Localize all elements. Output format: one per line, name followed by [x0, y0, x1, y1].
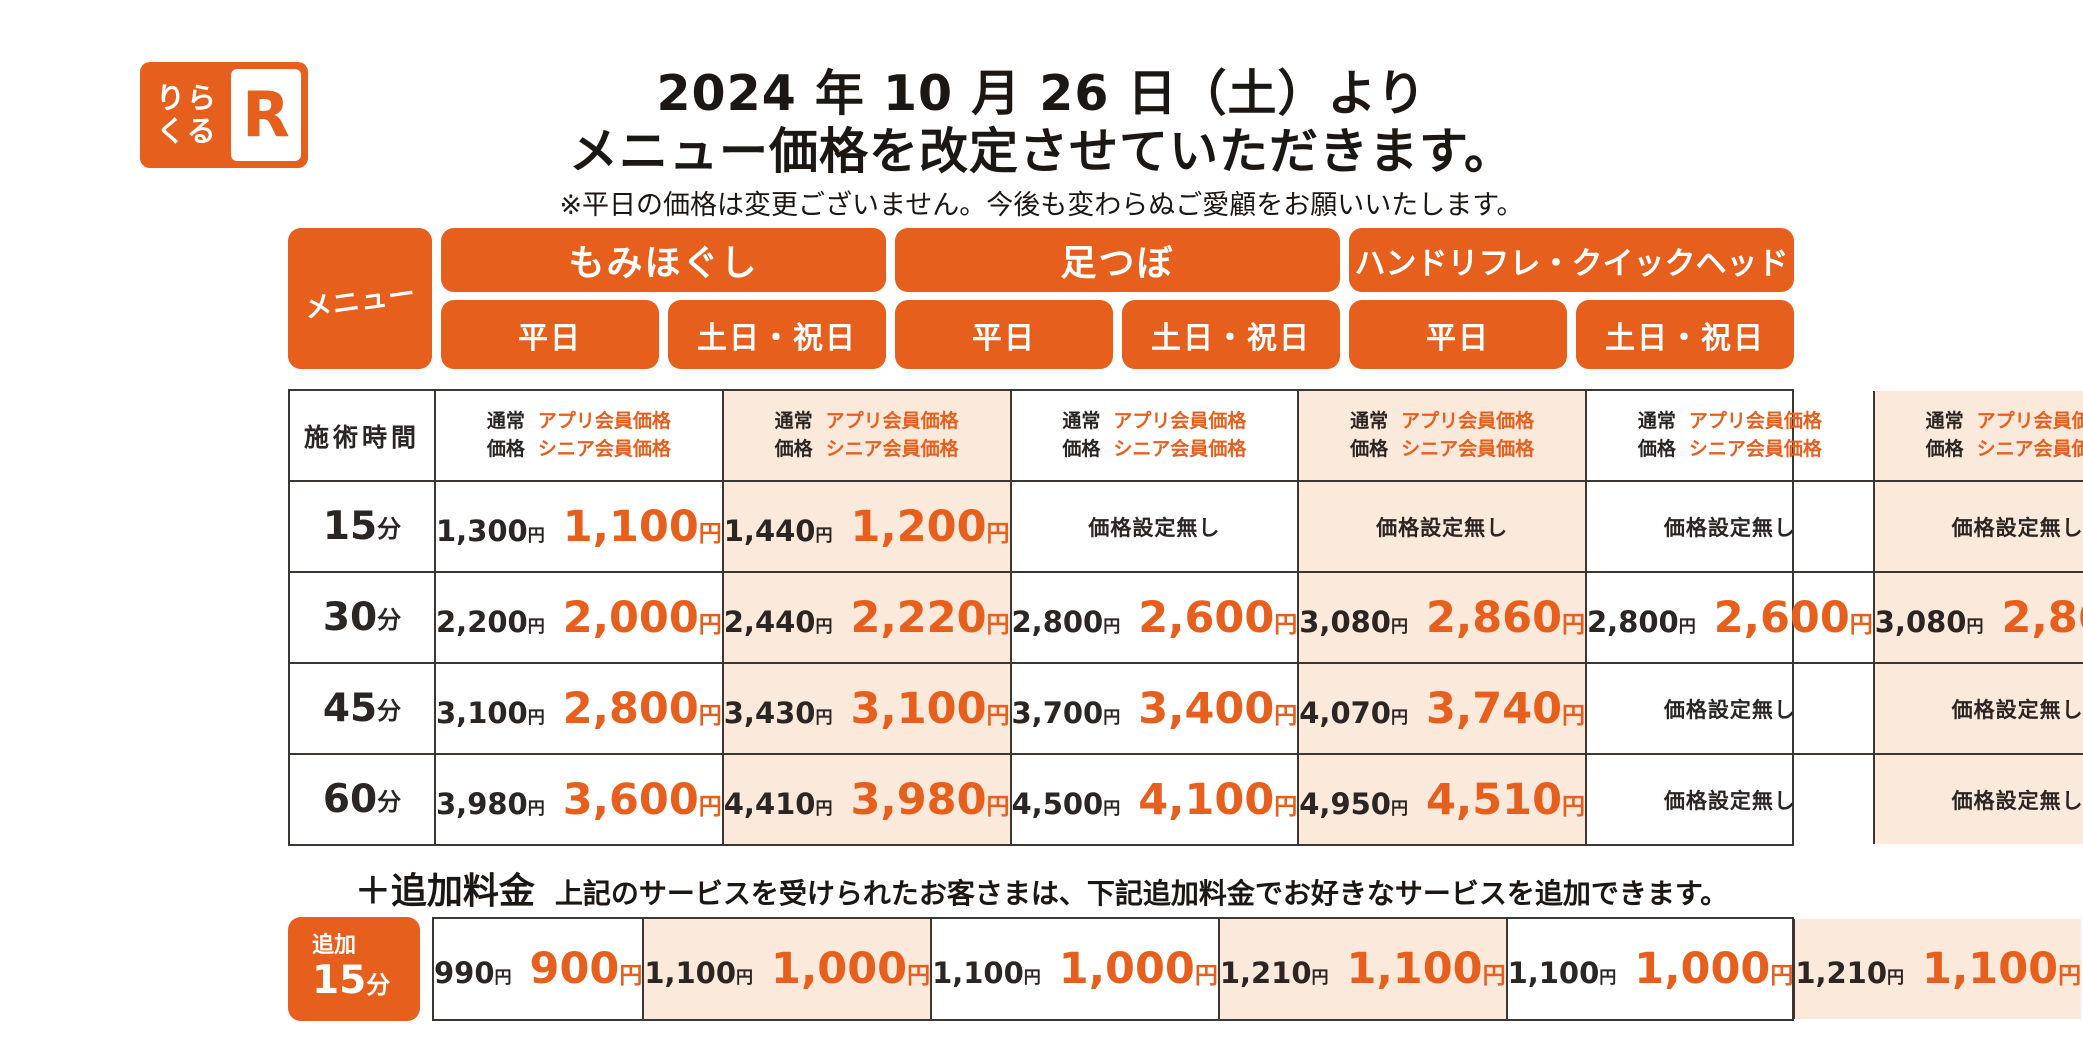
member-price-label: アプリ会員価格 シニア会員価格 — [1113, 409, 1247, 460]
member-price-label: アプリ会員価格 シニア会員価格 — [825, 409, 959, 460]
price-note: ※平日の価格は変更ございません。今後も変わらぬご愛顧をお願いいたします。 — [559, 190, 1524, 221]
price-cell: 3,980円 3,600円 — [434, 753, 722, 844]
price-cell: 4,410円 3,980円 — [721, 753, 1010, 844]
addon-price-cell: 1,100円 1,000円 — [930, 919, 1218, 1019]
price-cell: 4,950円 4,510円 — [1297, 753, 1585, 844]
normal-price-label: 通常 価格 — [1350, 409, 1389, 460]
normal-price-label: 通常 価格 — [1062, 409, 1101, 460]
logo-text-line1: りら — [155, 80, 218, 115]
column-price-header: 通常 価格 アプリ会員価格 シニア会員価格 — [1585, 391, 1873, 480]
addon-price-cell: 990円 900円 — [434, 944, 643, 994]
price-cell: 4,070円 3,740円 — [1297, 662, 1585, 753]
price-cell: 3,430円 3,100円 — [721, 662, 1010, 753]
price-cell-no-setting: 価格設定無し — [1585, 480, 1873, 571]
addon-price-cell: 1,100円 1,000円 — [1505, 919, 1793, 1019]
day-header-weekday-1: 平日 — [441, 300, 659, 369]
category-header-ashitsubo: 足つぼ — [895, 228, 1340, 292]
price-cell: 3,100円 2,800円 — [434, 662, 722, 753]
member-price-label: アプリ会員価格 シニア会員価格 — [1401, 409, 1535, 460]
addon-price-cell: 1,210円 1,100円 — [1217, 919, 1506, 1019]
time-column-header: 施術時間 — [303, 422, 420, 452]
day-header-weekend-3: 土日・祝日 — [1576, 300, 1794, 369]
addon-price-table: 990円 900円 1,100円 1,000円 1,100円 1,000円 1,210… — [432, 917, 2082, 1021]
addon-price-cell: 1,210円 1,100円 — [1793, 919, 2082, 1019]
row-label-15min: 15 分 — [290, 480, 434, 571]
price-cell: 2,200円 2,000円 — [434, 571, 722, 662]
row-label-30min: 30 分 — [290, 571, 434, 662]
row-label-45min: 45 分 — [290, 662, 434, 753]
rirakuru-logo: りら くる R — [140, 62, 308, 168]
menu-header: メニュー もみほぐし 足つぼ ハンドリフレ・クイックヘッド 平日 土日・祝日 平… — [288, 228, 1794, 369]
price-cell: 2,800円 2,600円 — [1009, 571, 1298, 662]
menu-corner-cell: メニュー — [288, 228, 432, 369]
price-cell: 1,440円 1,200円 — [721, 480, 1010, 571]
price-cell: 3,700円 3,400円 — [1009, 662, 1298, 753]
category-header-momihogushi: もみほぐし — [441, 228, 886, 292]
normal-price-label: 通常 価格 — [774, 409, 813, 460]
normal-price-label: 通常 価格 — [486, 409, 525, 460]
price-table: 施術時間 通常 価格 アプリ会員価格 シニア会員価格 通常 価格 アプリ会員価格… — [288, 389, 2083, 846]
addon-heading: ＋追加料金 上記のサービスを受けられたお客さまは、下記追加料金でお好きなサービス… — [0, 862, 2083, 914]
price-cell: 1,300円 1,100円 — [434, 480, 722, 571]
normal-price-label: 通常 価格 — [1637, 409, 1676, 460]
price-cell-no-setting: 価格設定無し — [1872, 480, 2083, 571]
normal-price-label: 通常 価格 — [1925, 409, 1964, 460]
column-price-header: 通常 価格 アプリ会員価格 シニア会員価格 — [721, 391, 1010, 480]
day-header-weekday-3: 平日 — [1349, 300, 1567, 369]
page-title-line2: メニュー価格を改定させていただきます。 — [568, 123, 1515, 180]
row-label-60min: 60 分 — [290, 753, 434, 844]
day-header-weekend-1: 土日・祝日 — [668, 300, 886, 369]
logo-text: りら くる — [147, 80, 227, 149]
price-cell-no-setting: 価格設定無し — [1297, 480, 1585, 571]
column-price-header: 通常 価格 アプリ会員価格 シニア会員価格 — [1872, 391, 2083, 480]
member-price-label: アプリ会員価格 シニア会員価格 — [1688, 409, 1822, 460]
price-cell-no-setting: 価格設定無し — [1585, 753, 1873, 844]
page-title-line1: 2024 年 10 月 26 日（土）より — [656, 65, 1427, 122]
column-price-header: 通常 価格 アプリ会員価格 シニア会員価格 — [1009, 391, 1298, 480]
price-cell: 2,800円 2,600円 — [1585, 571, 1873, 662]
price-cell: 2,440円 2,220円 — [721, 571, 1010, 662]
price-cell-no-setting: 価格設定無し — [1872, 662, 2083, 753]
day-header-weekend-2: 土日・祝日 — [1122, 300, 1340, 369]
price-cell-no-setting: 価格設定無し — [1872, 753, 2083, 844]
column-price-header: 通常 価格 アプリ会員価格 シニア会員価格 — [434, 391, 722, 480]
price-cell-no-setting: 価格設定無し — [1009, 480, 1298, 571]
addon-15min-label: 追加 15分 — [288, 917, 420, 1021]
category-header-hand-refle-quick-head: ハンドリフレ・クイックヘッド — [1349, 228, 1794, 292]
logo-text-line2: くる — [156, 114, 218, 148]
member-price-label: アプリ会員価格 シニア会員価格 — [537, 409, 671, 460]
logo-r-mark: R — [231, 69, 301, 161]
price-cell: 4,500円 4,100円 — [1009, 753, 1298, 844]
addon-price-cell: 1,100円 1,000円 — [642, 919, 931, 1019]
price-cell-no-setting: 価格設定無し — [1585, 662, 1873, 753]
day-header-weekday-2: 平日 — [895, 300, 1113, 369]
column-price-header: 通常 価格 アプリ会員価格 シニア会員価格 — [1297, 391, 1585, 480]
member-price-label: アプリ会員価格 シニア会員価格 — [1976, 409, 2083, 460]
addon-description: 上記のサービスを受けられたお客さまは、下記追加料金でお好きなサービスを追加できま… — [554, 877, 1729, 910]
addon-title: ＋追加料金 — [354, 871, 535, 912]
